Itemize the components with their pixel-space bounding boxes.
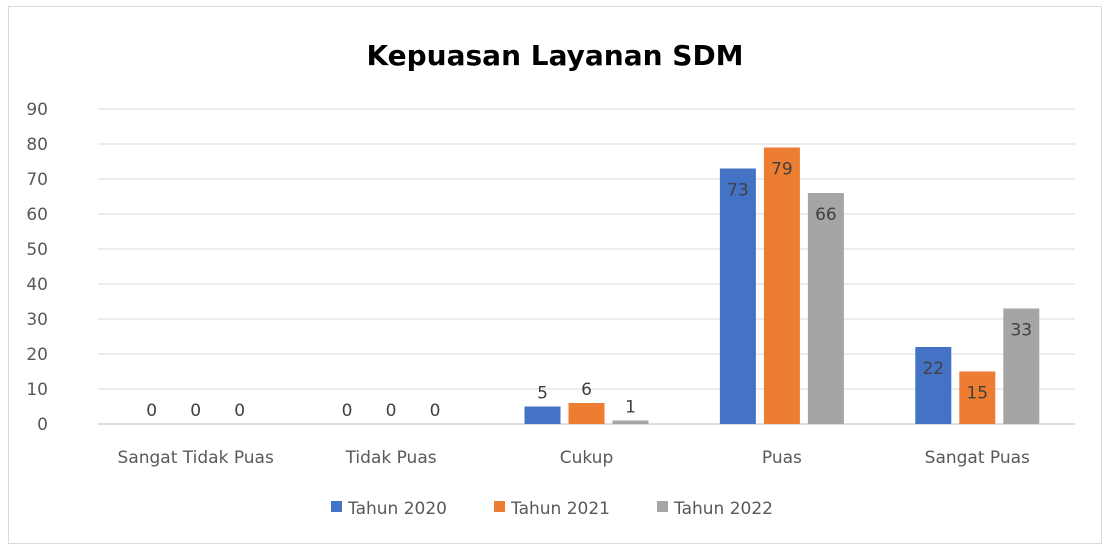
data-label: 6 [581,380,592,400]
y-tick-label: 60 [26,205,48,225]
data-label: 15 [966,384,988,404]
data-label: 0 [190,401,201,421]
bar [763,147,800,424]
bar [612,420,649,424]
data-label: 0 [386,401,397,421]
chart-frame [8,6,1102,544]
data-label: 5 [537,384,548,404]
bar [1003,308,1040,424]
y-tick-label: 40 [26,275,48,295]
legend-label: Tahun 2022 [673,499,773,519]
bar [959,371,996,424]
y-tick-label: 10 [26,380,48,400]
data-label: 0 [342,401,353,421]
x-tick-label: Sangat Tidak Puas [118,448,274,468]
legend-label: Tahun 2021 [510,499,610,519]
y-tick-label: 80 [26,135,48,155]
chart-title: Kepuasan Layanan SDM [366,39,743,72]
y-tick-label: 90 [26,100,48,120]
legend-label: Tahun 2020 [347,499,447,519]
data-label: 0 [430,401,441,421]
data-label: 22 [922,359,944,379]
bar [915,347,952,424]
y-tick-label: 0 [37,415,48,435]
y-tick-label: 70 [26,170,48,190]
x-tick-label: Cukup [560,448,614,468]
y-tick-label: 30 [26,310,48,330]
bar [568,403,605,424]
bar [719,168,756,424]
x-tick-label: Sangat Puas [925,448,1030,468]
bar [524,406,561,424]
legend-swatch [494,501,505,512]
legend-swatch [657,501,668,512]
bar [807,193,844,424]
data-label: 66 [815,205,837,225]
data-label: 0 [234,401,245,421]
x-tick-label: Tidak Puas [345,448,437,468]
data-label: 0 [146,401,157,421]
legend-swatch [331,501,342,512]
data-label: 33 [1010,321,1032,341]
x-tick-label: Puas [762,448,802,468]
y-tick-label: 20 [26,345,48,365]
data-label: 79 [771,160,793,180]
data-label: 73 [727,181,749,201]
data-label: 1 [625,398,636,418]
y-tick-label: 50 [26,240,48,260]
